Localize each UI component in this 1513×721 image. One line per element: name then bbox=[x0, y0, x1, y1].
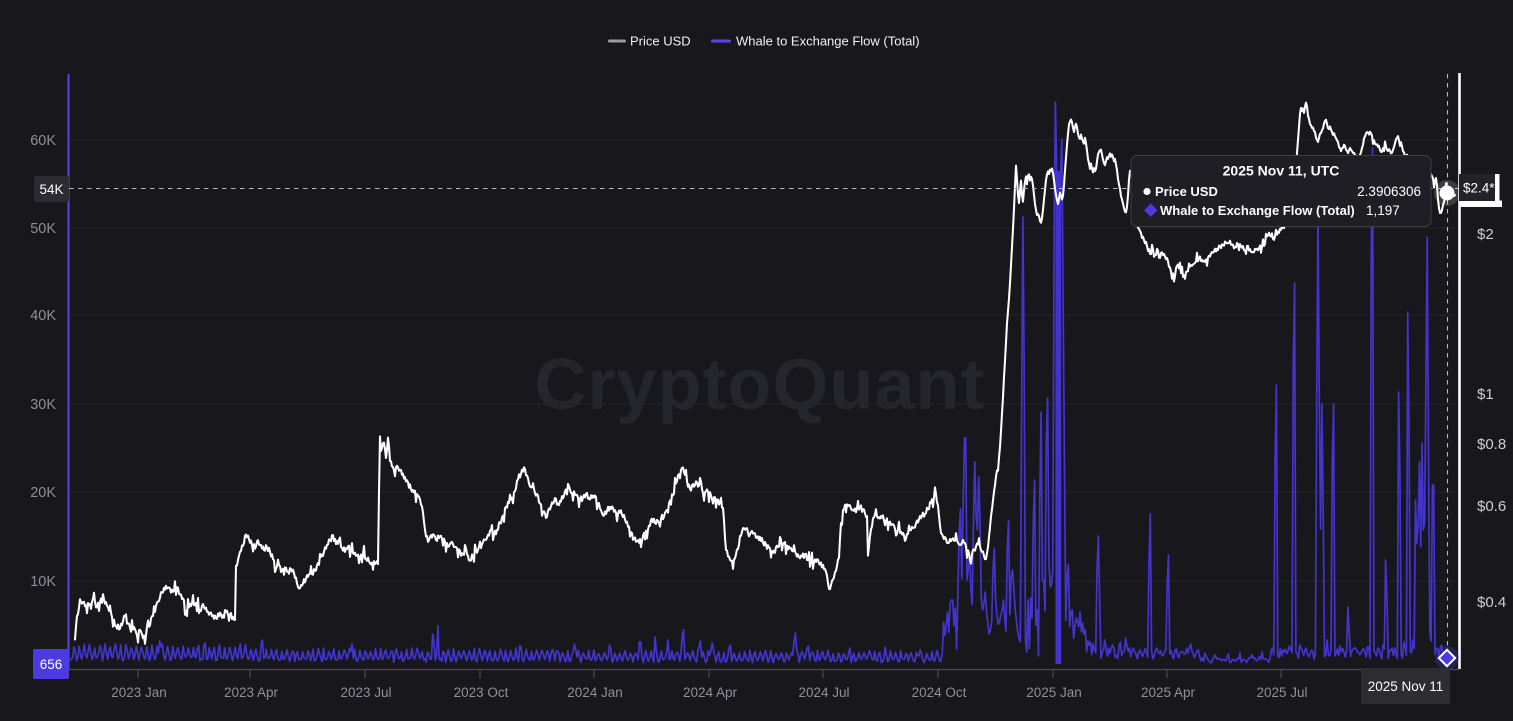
svg-text:Price USD: Price USD bbox=[630, 34, 691, 49]
svg-text:40K: 40K bbox=[30, 308, 56, 324]
svg-text:50K: 50K bbox=[30, 221, 56, 237]
svg-text:2024 Apr: 2024 Apr bbox=[683, 685, 738, 700]
svg-text:$0.8: $0.8 bbox=[1477, 436, 1506, 453]
svg-text:Whale to Exchange Flow (Total): Whale to Exchange Flow (Total) bbox=[1160, 203, 1355, 218]
svg-text:CryptoQuant: CryptoQuant bbox=[535, 345, 986, 425]
svg-text:2023 Apr: 2023 Apr bbox=[224, 685, 279, 700]
svg-text:$2: $2 bbox=[1477, 226, 1494, 243]
svg-text:10K: 10K bbox=[30, 574, 56, 590]
svg-text:2025 Jul: 2025 Jul bbox=[1256, 685, 1307, 700]
svg-text:2.3906306: 2.3906306 bbox=[1357, 184, 1421, 199]
svg-text:2025 Nov 11: 2025 Nov 11 bbox=[1368, 679, 1444, 694]
svg-text:54K: 54K bbox=[39, 182, 63, 197]
svg-text:2023 Oct: 2023 Oct bbox=[454, 685, 509, 700]
svg-text:2024 Jul: 2024 Jul bbox=[798, 685, 849, 700]
svg-text:20K: 20K bbox=[30, 485, 56, 501]
svg-text:$2.4*: $2.4* bbox=[1463, 181, 1495, 196]
svg-text:$0.6: $0.6 bbox=[1477, 498, 1506, 515]
svg-text:60K: 60K bbox=[30, 133, 56, 149]
svg-text:$1: $1 bbox=[1477, 386, 1494, 403]
svg-text:Price USD: Price USD bbox=[1155, 184, 1218, 199]
svg-text:Whale to Exchange Flow (Total): Whale to Exchange Flow (Total) bbox=[736, 34, 920, 49]
svg-text:656: 656 bbox=[40, 657, 63, 672]
svg-text:30K: 30K bbox=[30, 397, 56, 413]
svg-text:2024 Jan: 2024 Jan bbox=[567, 685, 623, 700]
svg-text:2024 Oct: 2024 Oct bbox=[912, 685, 967, 700]
svg-text:2023 Jan: 2023 Jan bbox=[111, 685, 167, 700]
svg-text:2025 Apr: 2025 Apr bbox=[1141, 685, 1196, 700]
svg-text:2025 Nov 11, UTC: 2025 Nov 11, UTC bbox=[1223, 163, 1340, 179]
svg-text:2025 Jan: 2025 Jan bbox=[1026, 685, 1082, 700]
svg-text:1,197: 1,197 bbox=[1366, 203, 1400, 218]
svg-text:2023 Jul: 2023 Jul bbox=[340, 685, 391, 700]
svg-text:$0.4: $0.4 bbox=[1477, 594, 1506, 611]
